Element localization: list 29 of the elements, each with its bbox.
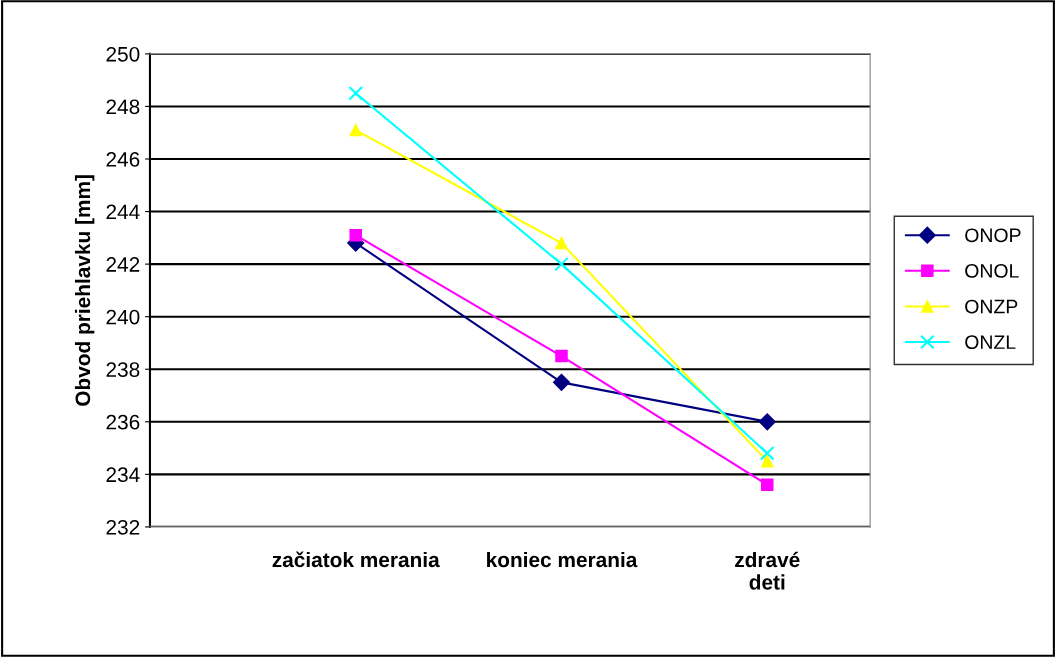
y-tick-label: 244 xyxy=(106,204,140,220)
legend-label: ONZP xyxy=(965,299,1018,314)
y-tick-label: 236 xyxy=(106,414,140,430)
point xyxy=(761,478,774,492)
point xyxy=(348,86,364,101)
x-tick-label: začiatok merania xyxy=(272,551,440,568)
point xyxy=(759,446,775,461)
y-tick-label: 250 xyxy=(106,46,140,62)
point xyxy=(555,236,568,250)
x-tick-label: koniec merania xyxy=(487,551,638,568)
y-tick-label: 234 xyxy=(106,467,140,483)
point xyxy=(552,373,571,391)
y-tick-label: 238 xyxy=(106,362,140,377)
y-axis-title: Obvod priehlavku [mm] xyxy=(74,175,95,406)
legend-label: ONZL xyxy=(965,335,1016,350)
x-tick-label: zdravé deti xyxy=(735,551,800,590)
point xyxy=(349,123,362,137)
legend-label: ONOP xyxy=(965,228,1021,243)
point xyxy=(554,256,569,272)
point xyxy=(758,413,776,431)
point xyxy=(349,228,362,242)
point xyxy=(555,349,568,363)
y-tick-label: 246 xyxy=(106,152,140,167)
legend-label: ONOL xyxy=(965,264,1019,278)
y-tick-label: 240 xyxy=(106,309,140,325)
y-tick-label: 248 xyxy=(106,99,140,115)
point xyxy=(761,454,774,468)
y-tick-label: 232 xyxy=(106,519,140,535)
y-tick-label: 242 xyxy=(106,257,140,272)
